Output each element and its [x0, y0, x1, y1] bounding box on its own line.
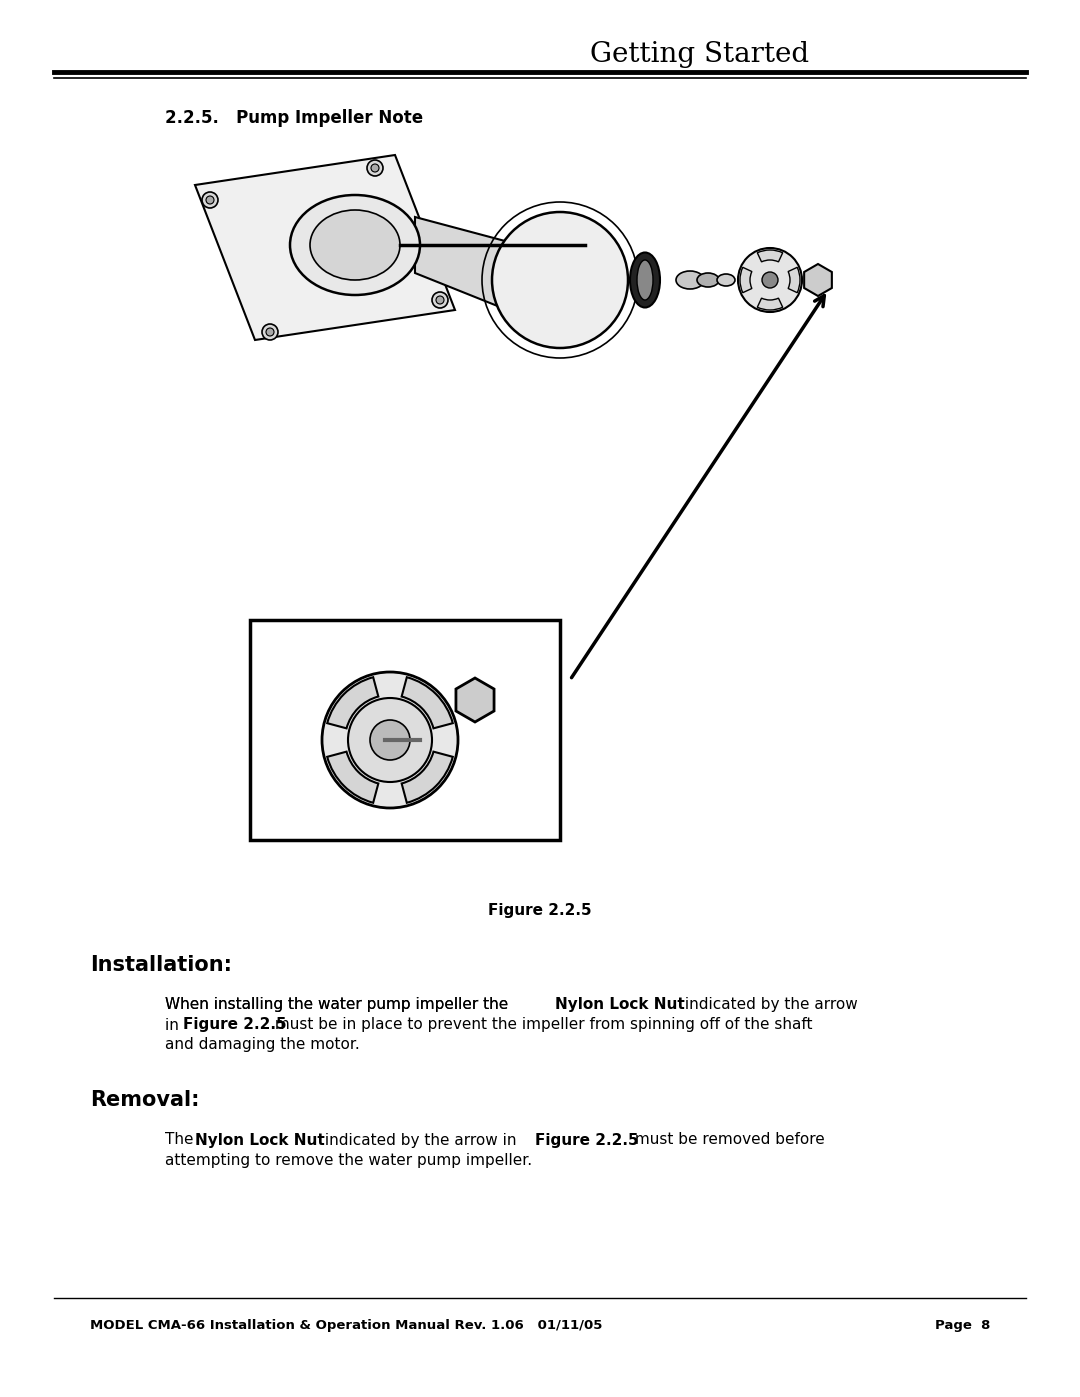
- Circle shape: [370, 719, 410, 760]
- Ellipse shape: [291, 196, 420, 295]
- Text: and damaging the motor.: and damaging the motor.: [165, 1038, 360, 1052]
- Text: must be removed before: must be removed before: [630, 1133, 825, 1147]
- Text: Getting Started: Getting Started: [591, 42, 810, 68]
- Wedge shape: [757, 298, 783, 310]
- Circle shape: [367, 161, 383, 176]
- Circle shape: [348, 698, 432, 782]
- Wedge shape: [402, 752, 453, 803]
- Circle shape: [262, 324, 278, 339]
- Text: Figure 2.2.5: Figure 2.2.5: [183, 1017, 286, 1032]
- Wedge shape: [757, 250, 783, 261]
- Wedge shape: [327, 752, 378, 803]
- Text: MODEL CMA-66 Installation & Operation Manual Rev. 1.06   01/11/05: MODEL CMA-66 Installation & Operation Ma…: [90, 1319, 603, 1331]
- Polygon shape: [805, 264, 832, 296]
- Circle shape: [202, 191, 218, 208]
- Ellipse shape: [676, 271, 704, 289]
- Circle shape: [206, 196, 214, 204]
- Polygon shape: [415, 217, 519, 314]
- Ellipse shape: [717, 274, 735, 286]
- FancyArrowPatch shape: [571, 296, 824, 678]
- Circle shape: [372, 163, 379, 172]
- Circle shape: [432, 292, 448, 307]
- Text: When installing the water pump impeller the: When installing the water pump impeller …: [165, 997, 513, 1013]
- Text: Figure 2.2.5: Figure 2.2.5: [488, 902, 592, 918]
- Text: Installation:: Installation:: [90, 956, 232, 975]
- Ellipse shape: [310, 210, 400, 279]
- Text: Page  8: Page 8: [934, 1319, 990, 1331]
- Ellipse shape: [697, 272, 719, 286]
- Wedge shape: [402, 678, 453, 728]
- Text: indicated by the arrow in: indicated by the arrow in: [320, 1133, 522, 1147]
- Text: attempting to remove the water pump impeller.: attempting to remove the water pump impe…: [165, 1153, 532, 1168]
- Text: The: The: [165, 1133, 199, 1147]
- Text: indicated by the arrow: indicated by the arrow: [680, 997, 858, 1013]
- Polygon shape: [195, 155, 455, 339]
- Ellipse shape: [637, 260, 653, 300]
- Text: must be in place to prevent the impeller from spinning off of the shaft: must be in place to prevent the impeller…: [270, 1017, 812, 1032]
- Text: in: in: [165, 1017, 184, 1032]
- Bar: [249, 620, 561, 840]
- Circle shape: [322, 672, 458, 807]
- Circle shape: [738, 249, 802, 312]
- Circle shape: [762, 272, 778, 288]
- Ellipse shape: [630, 253, 660, 307]
- Polygon shape: [456, 678, 494, 722]
- Text: Nylon Lock Nut: Nylon Lock Nut: [555, 997, 685, 1013]
- Text: Removal:: Removal:: [90, 1090, 200, 1111]
- Circle shape: [266, 328, 274, 337]
- Text: When installing the water pump impeller the ​Nylon Lock Nut: When installing the water pump impeller …: [165, 997, 629, 1013]
- Wedge shape: [740, 267, 752, 293]
- Text: 2.2.5.   Pump Impeller Note: 2.2.5. Pump Impeller Note: [165, 109, 423, 127]
- Circle shape: [492, 212, 627, 348]
- Wedge shape: [788, 267, 800, 293]
- Text: Nylon Lock Nut: Nylon Lock Nut: [195, 1133, 325, 1147]
- Wedge shape: [327, 678, 378, 728]
- Text: Figure 2.2.5: Figure 2.2.5: [535, 1133, 638, 1147]
- Circle shape: [436, 296, 444, 305]
- Text: When installing the water pump impeller the: When installing the water pump impeller …: [165, 997, 513, 1013]
